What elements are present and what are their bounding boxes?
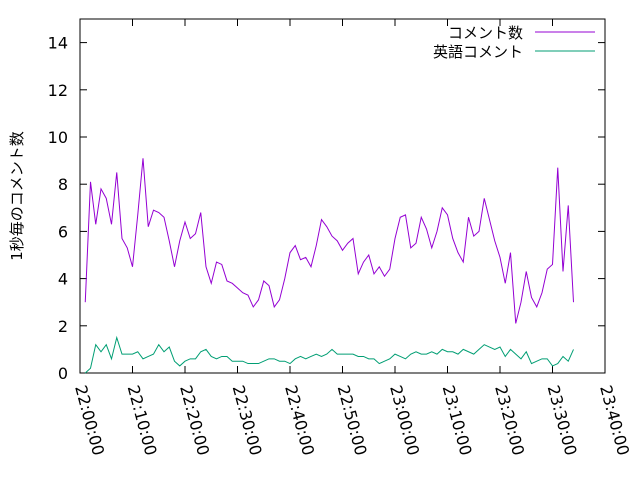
y-axis-label: 1秒毎のコメント数	[8, 131, 26, 261]
x-tick-label: 22:40:00	[281, 383, 318, 457]
x-tick-label: 22:00:00	[71, 383, 108, 457]
y-tick-label: 2	[58, 317, 68, 336]
x-tick-label: 22:30:00	[229, 383, 266, 457]
y-tick-label: 4	[58, 270, 68, 289]
y-tick-label: 12	[48, 81, 68, 100]
y-tick-label: 0	[58, 364, 68, 383]
plot-frame	[79, 18, 606, 374]
series-line	[84, 335, 574, 374]
x-tick-label: 22:50:00	[334, 383, 371, 457]
y-tick-label: 8	[58, 175, 68, 194]
y-tick-label: 6	[58, 222, 68, 241]
x-tick-label: 22:10:00	[124, 383, 161, 457]
x-tick-label: 23:20:00	[491, 383, 528, 457]
y-tick-label: 14	[48, 34, 68, 53]
series-line	[84, 158, 574, 324]
legend-label: コメント数	[448, 24, 523, 42]
x-tick-label: 23:30:00	[544, 383, 581, 457]
x-tick-label: 22:20:00	[176, 383, 213, 457]
legend-label: 英語コメント	[433, 43, 523, 61]
x-tick-label: 23:10:00	[439, 383, 476, 457]
x-tick-label: 23:40:00	[596, 383, 633, 457]
x-tick-label: 23:00:00	[386, 383, 423, 457]
y-tick-label: 10	[48, 128, 68, 147]
